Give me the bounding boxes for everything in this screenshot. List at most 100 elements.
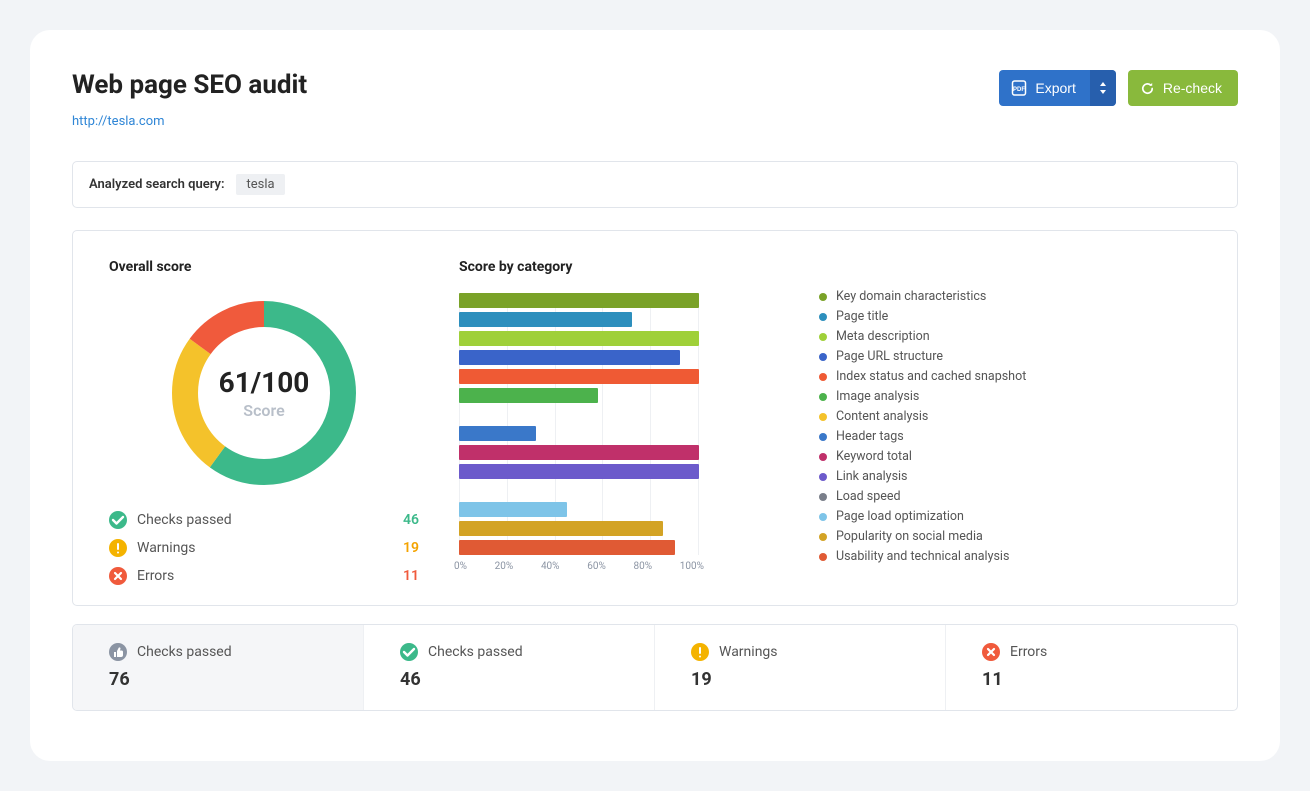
summary-value: 19 <box>691 669 923 690</box>
category-chart-title: Score by category <box>459 259 759 275</box>
metric-row: Checks passed46 <box>109 511 419 529</box>
category-bar <box>459 445 699 460</box>
summary-cell: Checks passed76 <box>73 625 364 710</box>
category-bar <box>459 369 699 384</box>
category-bar <box>459 293 699 308</box>
recheck-label: Re-check <box>1163 80 1222 96</box>
legend-item: Index status and cached snapshot <box>819 369 1201 384</box>
category-chart-column: Score by category 0%20%40%60%80%100% <box>459 259 759 585</box>
summary-cell: Errors 11 <box>946 625 1237 710</box>
legend-dot <box>819 553 827 561</box>
legend-dot <box>819 533 827 541</box>
category-legend-column: Key domain characteristics Page title Meta… <box>819 259 1201 585</box>
legend-label: Usability and technical analysis <box>836 549 1009 564</box>
page-url-link[interactable]: http://tesla.com <box>72 114 165 129</box>
legend-label: Key domain characteristics <box>836 289 986 304</box>
summary-label: Checks passed <box>428 644 523 660</box>
warn-icon <box>691 643 709 661</box>
legend-item: Page URL structure <box>819 349 1201 364</box>
sort-icon <box>1099 82 1107 94</box>
legend-item: Content analysis <box>819 409 1201 424</box>
export-label: Export <box>1035 80 1075 96</box>
cross-icon <box>982 643 1000 661</box>
svg-text:PDF: PDF <box>1013 87 1025 93</box>
export-button[interactable]: PDF Export <box>999 70 1115 106</box>
query-value-pill: tesla <box>236 174 284 195</box>
summary-label: Errors <box>1010 644 1047 660</box>
legend-dot <box>819 353 827 361</box>
legend-label: Content analysis <box>836 409 928 424</box>
metric-label: Checks passed <box>137 512 232 528</box>
summary-value: 76 <box>109 669 341 690</box>
summary-row: Checks passed76 Checks passed 46 Warnings19… <box>72 624 1238 711</box>
scores-panel: Overall score 61/100 Score Checks passed… <box>72 230 1238 606</box>
metric-value: 19 <box>403 540 419 556</box>
legend-dot <box>819 393 827 401</box>
legend-item: Load speed <box>819 489 1201 504</box>
legend-item: Link analysis <box>819 469 1201 484</box>
header-left: Web page SEO audit http://tesla.com <box>72 70 307 129</box>
legend-label: Page load optimization <box>836 509 964 524</box>
legend-item: Keyword total <box>819 449 1201 464</box>
metric-label: Errors <box>137 568 174 584</box>
overall-score-title: Overall score <box>109 259 419 275</box>
xaxis-tick: 60% <box>587 561 606 572</box>
legend-label: Header tags <box>836 429 904 444</box>
overall-metrics-list: Checks passed46 Warnings 19 Errors11 <box>109 511 419 585</box>
legend-dot <box>819 293 827 301</box>
category-bar <box>459 350 680 365</box>
xaxis-tick: 80% <box>634 561 653 572</box>
summary-cell: Warnings19 <box>655 625 946 710</box>
category-bar <box>459 540 675 555</box>
legend-label: Page title <box>836 309 888 324</box>
legend-item: Popularity on social media <box>819 529 1201 544</box>
category-bar <box>459 464 699 479</box>
xaxis-tick: 20% <box>495 561 514 572</box>
category-bar <box>459 312 632 327</box>
category-bar <box>459 502 567 517</box>
metric-label: Warnings <box>137 540 196 556</box>
metric-row: Warnings 19 <box>109 539 419 557</box>
overall-score-column: Overall score 61/100 Score Checks passed… <box>109 259 419 585</box>
summary-cell: Checks passed 46 <box>364 625 655 710</box>
category-legend: Key domain characteristics Page title Meta… <box>819 289 1201 564</box>
header: Web page SEO audit http://tesla.com PDF … <box>72 70 1238 129</box>
page-title: Web page SEO audit <box>72 70 307 100</box>
legend-dot <box>819 493 827 501</box>
search-query-bar: Analyzed search query: tesla <box>72 161 1238 208</box>
xaxis-tick: 0% <box>454 561 467 572</box>
score-value: 61/100 <box>219 366 310 399</box>
category-xaxis: 0% 20% 40% 60% 80% 100% <box>454 561 704 572</box>
legend-label: Page URL structure <box>836 349 943 364</box>
category-bar <box>459 426 536 441</box>
legend-label: Link analysis <box>836 469 908 484</box>
thumb-icon <box>109 643 127 661</box>
legend-dot <box>819 313 827 321</box>
summary-value: 46 <box>400 669 632 690</box>
pdf-icon: PDF <box>1011 80 1027 96</box>
category-bar <box>459 521 663 536</box>
legend-dot <box>819 373 827 381</box>
legend-label: Popularity on social media <box>836 529 983 544</box>
category-bar <box>459 388 598 403</box>
cross-icon <box>109 567 127 585</box>
recheck-button[interactable]: Re-check <box>1128 70 1238 106</box>
category-bars <box>459 293 699 555</box>
legend-dot <box>819 413 827 421</box>
legend-item: Page title <box>819 309 1201 324</box>
legend-item: Page load optimization <box>819 509 1201 524</box>
legend-label: Load speed <box>836 489 901 504</box>
legend-label: Image analysis <box>836 389 919 404</box>
audit-card: Web page SEO audit http://tesla.com PDF … <box>30 30 1280 761</box>
header-actions: PDF Export Re-check <box>999 70 1238 106</box>
refresh-icon <box>1140 81 1155 96</box>
export-dropdown-toggle[interactable] <box>1090 70 1116 106</box>
metric-row: Errors11 <box>109 567 419 585</box>
xaxis-tick: 40% <box>541 561 560 572</box>
xaxis-tick: 100% <box>680 561 704 572</box>
summary-value: 11 <box>982 669 1215 690</box>
legend-label: Meta description <box>836 329 930 344</box>
legend-dot <box>819 453 827 461</box>
legend-item: Header tags <box>819 429 1201 444</box>
legend-label: Index status and cached snapshot <box>836 369 1026 384</box>
